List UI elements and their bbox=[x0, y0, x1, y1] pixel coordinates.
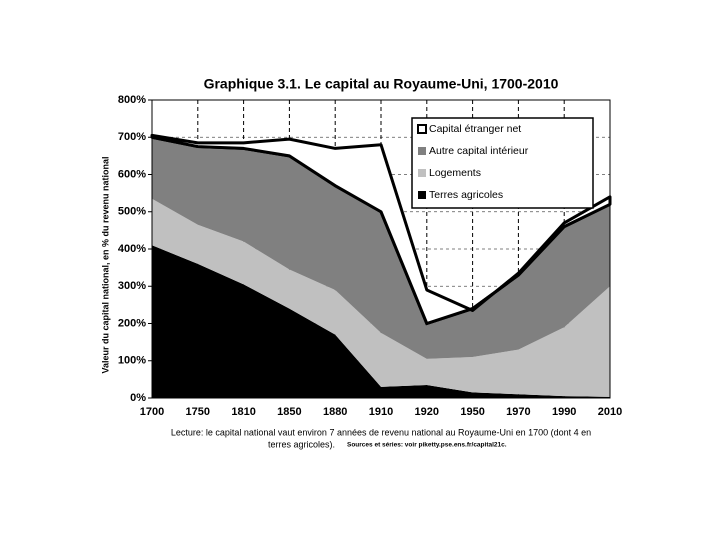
x-tick-label: 1950 bbox=[460, 406, 484, 418]
y-tick-label: 800% bbox=[118, 94, 146, 106]
note: terres agricoles). bbox=[268, 439, 335, 449]
x-tick-label: 1700 bbox=[140, 406, 164, 418]
x-tick-label: 1880 bbox=[323, 406, 347, 418]
legend-box bbox=[411, 117, 594, 209]
y-tick-label: 700% bbox=[118, 131, 146, 143]
legend-swatch bbox=[418, 147, 426, 155]
legend-label: Autre capital intérieur bbox=[429, 145, 529, 157]
x-tick-label: 1970 bbox=[506, 406, 530, 418]
legend-label: Capital étranger net bbox=[429, 123, 521, 135]
area bbox=[152, 198, 610, 397]
x-tick-label: 1910 bbox=[369, 406, 393, 418]
y-tick-label: 100% bbox=[118, 355, 146, 367]
legend-swatch bbox=[418, 191, 426, 199]
x-tick-label: 1990 bbox=[552, 406, 576, 418]
legend-swatch bbox=[417, 124, 427, 134]
legend-label: Logements bbox=[429, 167, 481, 179]
y-tick-label: 600% bbox=[118, 168, 146, 180]
y-axis-label: Valeur du capital national, en % du reve… bbox=[100, 156, 110, 373]
y-tick-label: 0% bbox=[130, 392, 146, 404]
area bbox=[152, 245, 610, 398]
source: Sources et séries: voir piketty.pse.ens.… bbox=[347, 442, 507, 449]
y-tick-label: 200% bbox=[118, 317, 146, 329]
note: Lecture: le capital national vaut enviro… bbox=[171, 427, 591, 437]
y-tick-label: 400% bbox=[118, 243, 146, 255]
chart-title: Graphique 3.1. Le capital au Royaume-Uni… bbox=[204, 76, 559, 92]
x-tick-label: 1750 bbox=[186, 406, 210, 418]
x-tick-label: 2010 bbox=[598, 406, 622, 418]
y-tick-label: 300% bbox=[118, 280, 146, 292]
x-tick-label: 1920 bbox=[415, 406, 439, 418]
legend-label: Terres agricoles bbox=[429, 189, 503, 201]
x-tick-label: 1850 bbox=[277, 406, 301, 418]
area bbox=[152, 137, 610, 359]
plot-frame bbox=[151, 99, 611, 399]
legend-swatch bbox=[418, 169, 426, 177]
x-tick-label: 1810 bbox=[231, 406, 255, 418]
y-tick-label: 500% bbox=[118, 206, 146, 218]
